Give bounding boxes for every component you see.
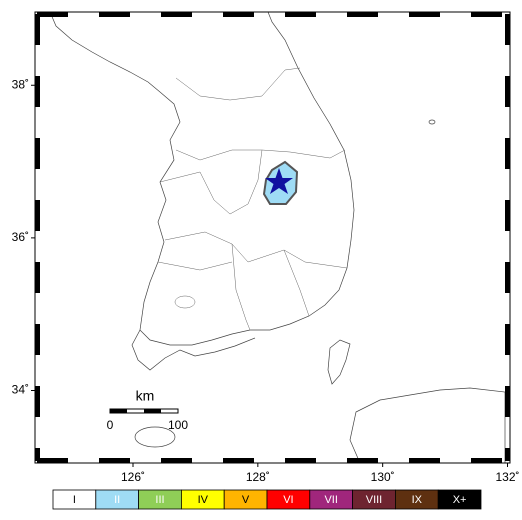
lat-tick-label: 34˚ bbox=[12, 383, 29, 397]
province-borders bbox=[157, 67, 348, 331]
legend-label: IV bbox=[198, 494, 209, 506]
lon-tick-label: 126˚ bbox=[121, 470, 145, 484]
scale-unit: km bbox=[136, 388, 155, 404]
scale-label: 100 bbox=[168, 418, 188, 432]
frame-ticks bbox=[35, 12, 510, 463]
legend-label: IX bbox=[412, 494, 423, 506]
scale-bar: km 0 100 bbox=[107, 388, 189, 432]
legend-label: X+ bbox=[453, 494, 467, 506]
legend-cell bbox=[437, 489, 482, 510]
legend-label: VIII bbox=[366, 494, 383, 506]
legend-label: II bbox=[114, 494, 120, 506]
legend-label: V bbox=[242, 494, 250, 506]
lon-tick-label: 128˚ bbox=[246, 470, 270, 484]
scale-label: 0 bbox=[107, 418, 114, 432]
lon-tick-label: 132˚ bbox=[495, 470, 519, 484]
coastline bbox=[49, 11, 506, 464]
legend-label: VI bbox=[283, 494, 293, 506]
epicenter-star bbox=[265, 168, 293, 194]
lon-tick-label: 130˚ bbox=[371, 470, 395, 484]
legend-label: VII bbox=[324, 494, 337, 506]
legend-label: I bbox=[73, 494, 76, 506]
lat-tick-label: 38˚ bbox=[12, 77, 29, 91]
legend-label: III bbox=[155, 494, 164, 506]
lat-tick-label: 36˚ bbox=[12, 230, 29, 244]
